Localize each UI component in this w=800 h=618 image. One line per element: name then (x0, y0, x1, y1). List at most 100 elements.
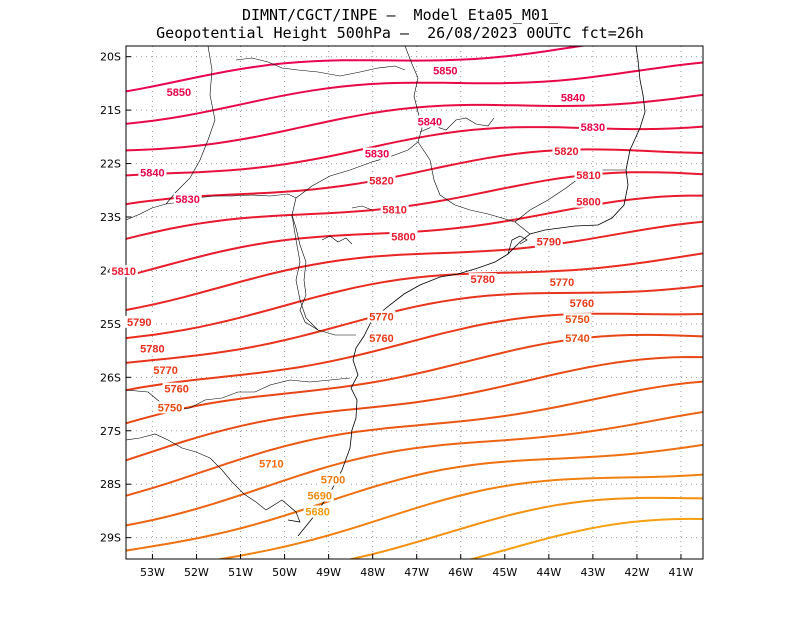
contour-line (126, 46, 588, 93)
contour-label: 5790 (537, 237, 561, 249)
contour-label: 5840 (418, 116, 442, 128)
contour-line (126, 443, 703, 552)
contour-label-bg (109, 265, 138, 278)
contour-label-bg (389, 230, 418, 243)
lat-tick-label: 21S (100, 104, 121, 117)
contour-label-bg (363, 147, 392, 160)
lon-tick-label: 48W (360, 566, 385, 579)
lon-tick-label: 44W (536, 566, 561, 579)
contour-line (126, 312, 703, 392)
contour-label-bg (138, 166, 167, 179)
contour-label-bg (415, 115, 444, 128)
contour-label: 5800 (391, 231, 415, 243)
contour-label-bg (305, 489, 334, 502)
lon-tick-label: 42W (624, 566, 649, 579)
contour-label: 5760 (570, 298, 594, 310)
contour-label-bg (563, 313, 592, 326)
contour-line (126, 93, 703, 152)
contour-label-bg (162, 382, 191, 395)
contour-label: 5830 (175, 194, 199, 206)
contour-line (126, 61, 703, 125)
contour-label: 5840 (561, 92, 585, 104)
contour-line (126, 171, 703, 240)
lat-tick-label: 25S (100, 318, 121, 331)
contour-label-bg (367, 174, 396, 187)
lagoon-outline (265, 499, 301, 523)
lon-tick-label: 52W (184, 566, 209, 579)
lon-tick-label: 46W (448, 566, 473, 579)
contour-label-bg (156, 401, 185, 414)
contour-label: 5780 (140, 344, 164, 356)
contour-line (126, 284, 703, 364)
chart-title-line-1: DIMNT/CGCT/INPE – Model Eta05_M01_ (241, 6, 559, 24)
contour-label-bg (552, 144, 581, 157)
contour-label: 5760 (369, 333, 393, 345)
contour-label-bg (257, 457, 286, 470)
geopotential-contours (126, 46, 703, 559)
contour-label: 5830 (365, 149, 389, 161)
contour-line (126, 333, 703, 425)
contour-label: 5830 (581, 122, 605, 134)
river-paraguay (291, 214, 319, 331)
state-border (126, 433, 267, 511)
contour-line (126, 125, 703, 177)
contour-label-bg (173, 192, 202, 205)
contour-label-bg (574, 168, 603, 181)
lon-tick-label: 50W (272, 566, 297, 579)
contour-line (347, 496, 703, 559)
contour-label-bg (567, 297, 596, 310)
contour-label: 5810 (382, 205, 406, 217)
lat-tick-label: 29S (100, 532, 121, 545)
state-border (295, 46, 423, 199)
contour-label-bg (468, 273, 497, 286)
contour-line (468, 517, 703, 559)
contour-label: 5780 (471, 274, 495, 286)
contour-label: 5800 (576, 197, 600, 209)
contour-label: 5790 (127, 317, 151, 329)
contour-label-bg (548, 275, 577, 288)
contour-label-bg (380, 203, 409, 216)
lat-tick-label: 26S (100, 371, 121, 384)
lon-tick-label: 45W (492, 566, 517, 579)
contour-label: 5740 (565, 333, 589, 345)
contour-label-bg (367, 331, 396, 344)
contour-label: 5820 (554, 146, 578, 158)
contour-label: 5770 (153, 365, 177, 377)
contour-label-bg (164, 86, 193, 99)
contour-labels: 5850585058405840584058305830583058205820… (109, 64, 607, 519)
contour-line (126, 380, 703, 497)
plot-frame (125, 45, 704, 560)
contour-label: 5750 (565, 314, 589, 326)
bay-detail (507, 235, 528, 255)
contour-line (126, 148, 703, 206)
contour-label: 5770 (369, 312, 393, 324)
state-border (126, 193, 297, 221)
contour-label: 5710 (259, 458, 283, 470)
graticule (126, 46, 703, 559)
contour-label: 5810 (112, 266, 136, 278)
lon-tick-label: 43W (580, 566, 605, 579)
contour-label: 5690 (308, 491, 332, 503)
contour-label-bg (367, 310, 396, 323)
contour-label-bg (574, 195, 603, 208)
contour-label: 5750 (158, 402, 182, 414)
contour-label: 5810 (576, 170, 600, 182)
contour-label: 5850 (433, 66, 457, 78)
lon-tick-label: 49W (316, 566, 341, 579)
contour-line (126, 355, 703, 462)
contour-line (215, 473, 703, 559)
contour-label-bg (559, 91, 588, 104)
contour-label: 5700 (321, 475, 345, 487)
contour-label-bg (534, 235, 563, 248)
longitude-axis: 53W 52W 51W 50W 49W 48W 47W 46W 45W 44W 43W 42W 41W (140, 554, 694, 579)
contour-line (126, 220, 703, 311)
contour-label-bg (431, 64, 460, 77)
latitude-axis: 20S21S22S23S24S25S26S27S28S29S (100, 51, 131, 545)
contour-label: 5820 (369, 175, 393, 187)
lon-tick-label: 51W (228, 566, 253, 579)
lon-tick-label: 41W (669, 566, 694, 579)
lat-tick-label: 22S (100, 158, 121, 171)
lat-tick-label: 23S (100, 211, 121, 224)
lon-tick-label: 53W (140, 566, 165, 579)
